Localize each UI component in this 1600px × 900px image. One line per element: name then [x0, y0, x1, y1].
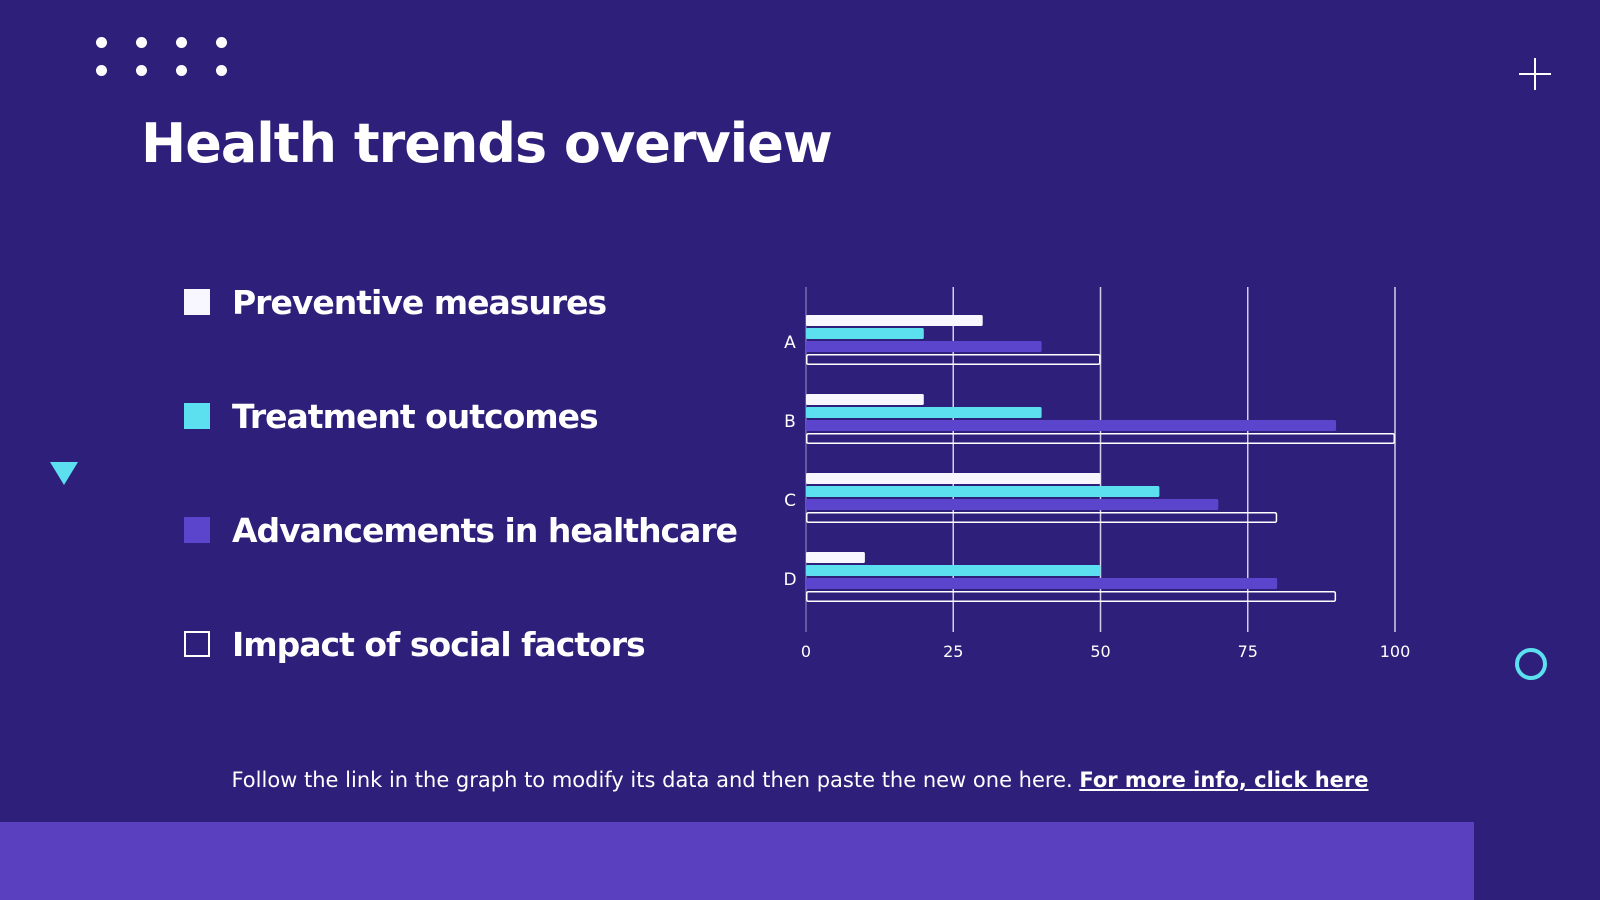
x-tick-label: 25 — [943, 642, 963, 661]
dot-icon — [176, 37, 187, 48]
bar — [806, 341, 1042, 352]
x-tick-label: 100 — [1380, 642, 1411, 661]
dot-icon — [216, 37, 227, 48]
legend-swatch — [184, 631, 210, 657]
legend-label: Treatment outcomes — [232, 396, 599, 436]
category-label: B — [784, 412, 796, 432]
bar — [806, 486, 1160, 497]
slide-title: Health trends overview — [141, 112, 833, 175]
bar — [806, 473, 1101, 484]
legend-item-treatment: Treatment outcomes — [184, 396, 599, 436]
x-tick-label: 75 — [1238, 642, 1258, 661]
bar — [806, 512, 1278, 523]
legend-label: Advancements in healthcare — [232, 510, 738, 550]
category-label: C — [784, 491, 796, 511]
triangle-icon — [50, 462, 78, 485]
category-label: A — [784, 333, 796, 353]
legend-swatch — [184, 517, 210, 543]
bar — [806, 565, 1101, 576]
bar — [806, 591, 1337, 602]
plus-icon — [1519, 58, 1551, 90]
dot-icon — [96, 37, 107, 48]
legend-item-preventive: Preventive measures — [184, 282, 607, 322]
ring-icon — [1515, 648, 1547, 680]
bar — [806, 354, 1101, 365]
bar — [806, 433, 1395, 444]
bar — [806, 315, 983, 326]
dot-icon — [216, 65, 227, 76]
bottom-band — [0, 822, 1474, 900]
bar — [806, 407, 1042, 418]
legend-swatch — [184, 289, 210, 315]
dot-icon — [96, 65, 107, 76]
legend-label: Preventive measures — [232, 282, 607, 322]
decorative-dots — [96, 37, 236, 81]
footer-note: Follow the link in the graph to modify i… — [0, 768, 1600, 792]
dot-icon — [176, 65, 187, 76]
x-tick-label: 0 — [801, 642, 811, 661]
legend-item-social: Impact of social factors — [184, 624, 646, 664]
dot-icon — [136, 37, 147, 48]
dot-icon — [136, 65, 147, 76]
more-info-link[interactable]: For more info, click here — [1079, 768, 1369, 792]
bar — [806, 578, 1278, 589]
legend-item-advancements: Advancements in healthcare — [184, 510, 738, 550]
bar — [806, 394, 924, 405]
category-label: D — [783, 570, 796, 590]
bar — [806, 499, 1219, 510]
bar — [806, 328, 924, 339]
bar — [806, 420, 1337, 431]
x-tick-label: 50 — [1090, 642, 1110, 661]
legend-swatch — [184, 403, 210, 429]
footer-text: Follow the link in the graph to modify i… — [231, 768, 1080, 792]
legend-label: Impact of social factors — [232, 624, 646, 664]
bar — [806, 552, 865, 563]
